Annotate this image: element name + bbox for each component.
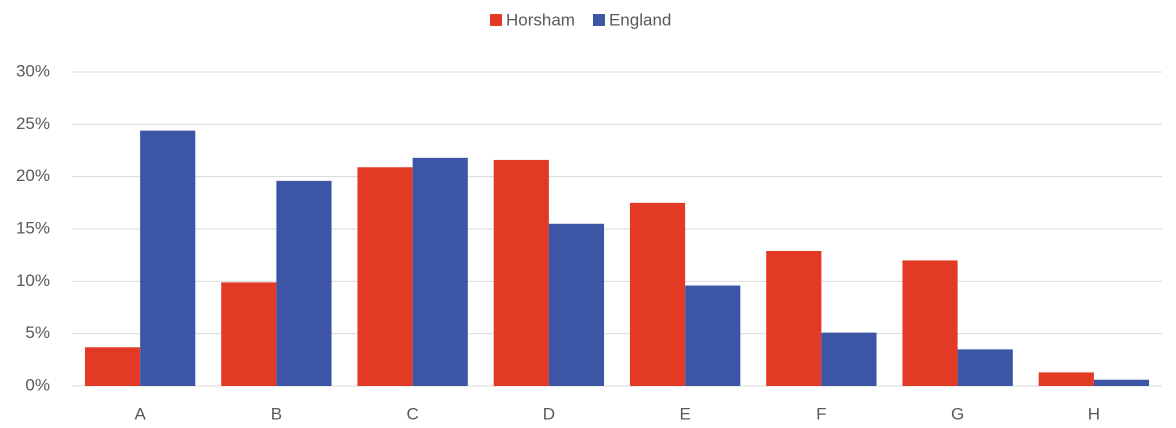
x-tick-label: C (406, 404, 418, 423)
legend-swatch (592, 14, 605, 26)
x-tick-label: G (951, 404, 964, 423)
bar (276, 180, 332, 386)
bar (1038, 372, 1094, 386)
bar (821, 332, 877, 386)
y-tick-label: 10% (16, 271, 50, 290)
x-tick-label: B (271, 404, 282, 423)
y-tick-label: 5% (25, 323, 50, 342)
bar (548, 223, 605, 386)
x-tick-label: A (134, 404, 146, 423)
bar (685, 285, 741, 386)
y-tick-label: 20% (16, 166, 50, 185)
bar (357, 167, 413, 386)
bar (629, 202, 686, 386)
bar (957, 349, 1013, 386)
bar (493, 159, 549, 386)
legend-label: England (609, 10, 671, 29)
bar (140, 130, 196, 386)
bar (221, 282, 277, 386)
y-tick-label: 30% (16, 61, 50, 80)
x-tick-label: H (1088, 404, 1100, 423)
bar (766, 250, 822, 386)
x-tick-label: E (679, 404, 690, 423)
x-tick-label: F (816, 404, 826, 423)
bar (1093, 379, 1150, 386)
legend-label: Horsham (506, 10, 575, 29)
legend-swatch (490, 14, 502, 26)
bar (84, 347, 141, 386)
y-tick-label: 15% (16, 218, 50, 237)
y-tick-label: 25% (16, 114, 50, 133)
bar (412, 157, 468, 386)
y-tick-label: 0% (25, 375, 50, 394)
x-tick-label: D (543, 404, 555, 423)
bar (902, 260, 958, 386)
